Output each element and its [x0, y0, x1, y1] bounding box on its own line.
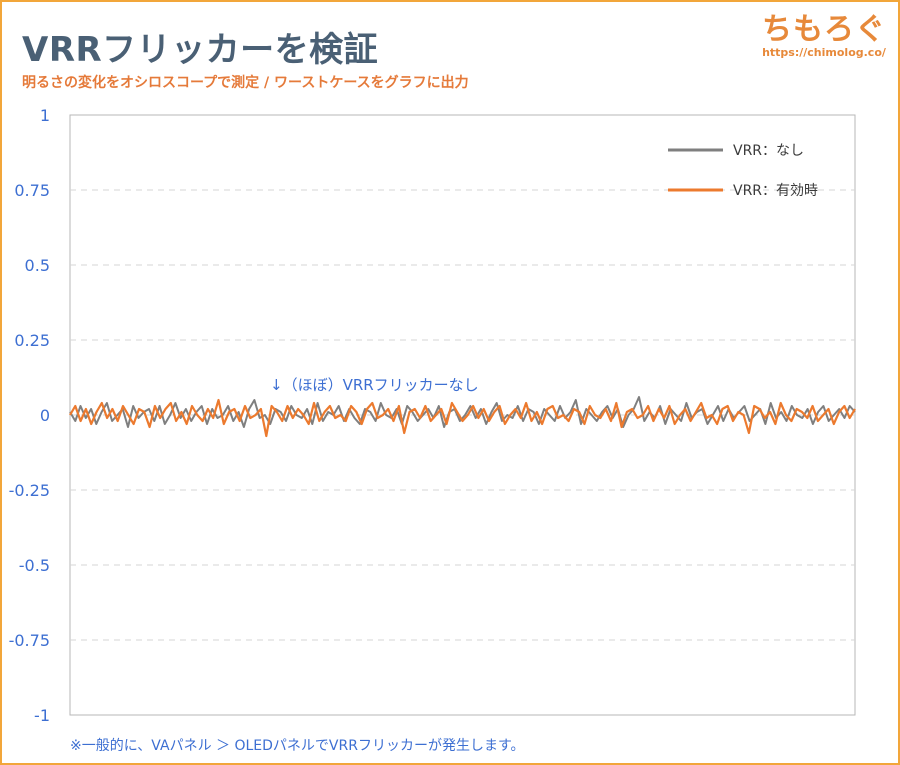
y-tick-label: 0.5: [25, 256, 50, 275]
y-tick-label: -1: [34, 706, 50, 725]
chart-title: VRRフリッカーを検証: [22, 30, 379, 70]
series-line-vrr-none: [69, 396, 856, 428]
gridlines: [70, 189, 855, 641]
y-tick-label: -0.75: [9, 631, 50, 650]
annotation-no-flicker: ↓（ほぼ）VRRフリッカーなし: [270, 376, 479, 394]
brand-logo: ちもろぐ https://chimolog.co/: [762, 4, 886, 59]
footnote: ※一般的に、VAパネル ＞ OLEDパネルでVRRフリッカーが発生します。: [70, 738, 525, 754]
brand-name: ちもろぐ: [762, 12, 886, 47]
brand-url: https://chimolog.co/: [762, 46, 886, 59]
y-tick-label: 0: [40, 406, 50, 425]
chart-subtitle: 明るさの変化をオシロスコープで測定 / ワーストケースをグラフに出力: [22, 75, 469, 91]
y-tick-label: -0.5: [19, 556, 50, 575]
y-tick-label: -0.25: [9, 481, 50, 500]
y-tick-label: 0.25: [14, 331, 50, 350]
y-axis-ticks: 1 0.75 0.5 0.25 0 -0.25 -0.5 -0.75 -1: [9, 106, 50, 725]
series-lines: [69, 396, 856, 438]
legend-label-enabled: VRR：有効時: [733, 183, 818, 199]
y-tick-label: 0.75: [14, 181, 50, 200]
legend: VRR：なし VRR：有効時: [668, 143, 818, 199]
y-tick-label: 1: [40, 106, 50, 125]
series-line-vrr-enabled: [69, 398, 856, 438]
legend-label-none: VRR：なし: [733, 143, 804, 159]
